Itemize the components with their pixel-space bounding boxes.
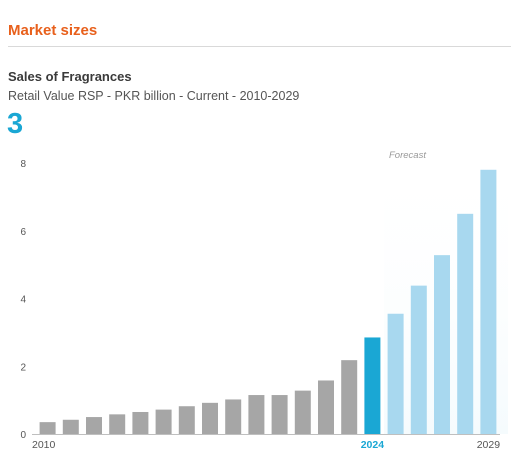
bar-2019: [248, 395, 265, 434]
x-tick-label-2029: 2029: [477, 439, 501, 451]
bar-2022: [318, 380, 334, 434]
bar-2016: [178, 406, 195, 434]
section-title: Market sizes: [8, 22, 98, 39]
y-tick-label: 2: [20, 362, 26, 373]
x-axis: 2010 2024 2029: [32, 434, 501, 451]
bar-2025: [387, 313, 404, 434]
bar-2013: [109, 414, 126, 434]
bars: [39, 169, 497, 434]
chart-number: 3: [7, 108, 24, 140]
bar-2023: [341, 360, 358, 434]
bar-2021: [294, 390, 311, 434]
bar-2012: [86, 417, 102, 434]
bar-2015: [155, 409, 172, 434]
bar-2018: [225, 399, 242, 434]
x-tick-label-2024: 2024: [361, 439, 385, 451]
bar-2028: [457, 213, 474, 434]
bar-2027: [434, 255, 450, 434]
forecast-label: Forecast: [389, 150, 426, 161]
y-tick-label: 0: [20, 430, 26, 441]
chart-subtitle: Retail Value RSP - PKR billion - Current…: [8, 89, 300, 103]
y-tick-label: 4: [20, 295, 26, 306]
bar-2020: [271, 395, 288, 434]
bar-2029: [480, 169, 497, 434]
y-tick-label: 6: [20, 227, 26, 238]
bar-2011: [62, 419, 79, 434]
bar-2026: [410, 285, 427, 434]
chart-title: Sales of Fragrances: [8, 69, 132, 84]
x-tick-label-2010: 2010: [32, 439, 56, 451]
bar-2024: [364, 337, 381, 434]
y-axis: 0 2 4 6 8: [20, 159, 26, 441]
bar-2017: [202, 402, 218, 434]
bar-2014: [132, 411, 149, 434]
section-divider: [8, 46, 511, 47]
y-tick-label: 8: [20, 159, 26, 170]
bar-2010: [39, 422, 56, 434]
